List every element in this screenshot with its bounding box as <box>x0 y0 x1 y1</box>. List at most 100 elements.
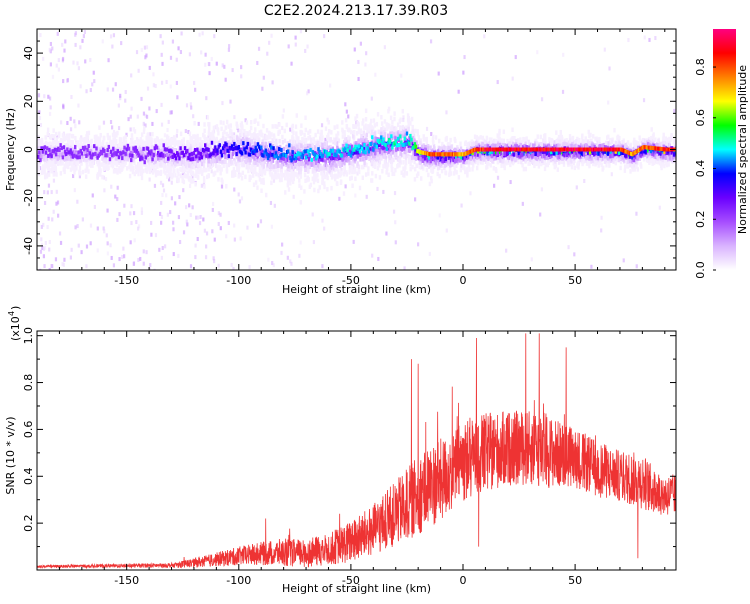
band-cell <box>290 146 293 152</box>
noise-cell <box>57 58 60 63</box>
band-cell <box>87 155 90 160</box>
band-cell <box>419 152 422 157</box>
band-cell <box>334 174 338 179</box>
band-cell <box>177 144 180 149</box>
band-cell <box>560 159 563 165</box>
band-cell <box>314 168 317 173</box>
band-cell <box>520 159 523 165</box>
band-cell <box>194 182 197 187</box>
noise-cell <box>345 109 348 114</box>
noise-cell <box>144 55 147 60</box>
band-cell <box>335 181 339 186</box>
band-cell <box>63 169 66 175</box>
band-cell <box>191 164 194 170</box>
band-cell <box>319 136 322 141</box>
noise-cell <box>77 243 80 248</box>
noise-cell <box>194 255 197 260</box>
band-cell <box>488 137 491 142</box>
noise-cell <box>119 96 122 101</box>
band-cell <box>362 118 365 123</box>
band-cell <box>99 144 102 150</box>
band-cell <box>650 158 653 164</box>
band-cell <box>241 124 244 129</box>
band-cell <box>217 177 220 182</box>
band-cell <box>240 131 243 136</box>
band-cell <box>370 178 373 183</box>
band-cell <box>137 145 141 151</box>
noise-cell <box>112 129 116 134</box>
band-cell <box>286 166 290 172</box>
band-cell <box>85 131 89 136</box>
band-cell <box>119 162 123 168</box>
noise-cell <box>189 264 193 269</box>
band-cell <box>321 136 324 142</box>
noise-cell <box>172 220 175 225</box>
band-cell <box>128 173 132 179</box>
noise-cell <box>109 243 112 248</box>
band-cell <box>459 141 462 147</box>
band-cell <box>165 139 168 144</box>
band-cell <box>189 179 193 184</box>
band-cell <box>243 129 246 134</box>
band-cell <box>423 160 426 166</box>
noise-cell <box>189 212 192 217</box>
noise-cell <box>188 52 192 57</box>
noise-cell <box>304 48 307 53</box>
band-cell <box>117 160 121 165</box>
band-cell <box>481 160 484 165</box>
band-cell <box>577 140 581 145</box>
band-cell <box>426 146 430 151</box>
band-cell <box>203 155 206 160</box>
noise-cell <box>154 83 157 88</box>
band-cell <box>283 138 287 144</box>
noise-cell <box>261 86 264 91</box>
band-cell <box>426 158 429 163</box>
band-cell <box>340 170 343 176</box>
band-cell <box>381 125 385 131</box>
band-cell <box>431 165 435 170</box>
noise-cell <box>188 203 191 208</box>
noise-cell <box>289 259 292 264</box>
band-cell <box>298 140 301 145</box>
band-cell <box>621 139 624 145</box>
band-cell <box>181 145 185 151</box>
band-cell <box>373 123 377 128</box>
band-cell <box>197 144 200 149</box>
band-cell <box>448 167 452 173</box>
band-cell <box>290 169 293 174</box>
band-cell <box>380 114 383 120</box>
band-cell <box>568 157 572 162</box>
band-cell <box>368 156 371 161</box>
band-cell <box>532 158 535 164</box>
band-cell <box>46 131 49 137</box>
noise-cell <box>127 117 130 122</box>
noise-cell <box>202 217 205 222</box>
band-cell <box>59 171 63 176</box>
noise-cell <box>145 45 149 50</box>
noise-cell <box>118 257 121 262</box>
band-cell <box>577 154 581 159</box>
band-cell <box>225 184 228 189</box>
band-cell <box>528 161 532 166</box>
noise-cell <box>102 120 106 125</box>
band-cell <box>334 155 337 161</box>
band-cell <box>659 142 662 147</box>
band-cell <box>352 162 355 168</box>
band-cell <box>210 158 214 164</box>
band-cell <box>37 157 40 162</box>
band-cell <box>431 158 434 163</box>
noise-cell <box>590 264 593 269</box>
band-cell <box>638 156 641 161</box>
band-cell <box>403 169 406 175</box>
band-cell <box>221 131 225 137</box>
noise-cell <box>217 211 220 216</box>
band-cell <box>597 163 600 168</box>
noise-cell <box>163 133 167 138</box>
noise-cell <box>51 217 54 222</box>
band-cell <box>438 138 441 144</box>
band-cell <box>163 163 167 168</box>
band-cell <box>435 162 439 167</box>
band-cell <box>189 140 192 145</box>
band-cell <box>303 189 306 194</box>
band-cell <box>630 159 633 164</box>
